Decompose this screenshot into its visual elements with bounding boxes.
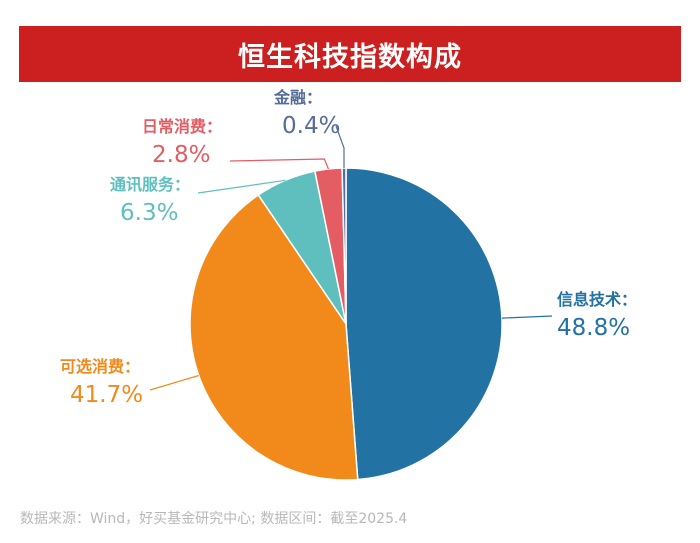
leader-line [149, 374, 199, 391]
slice-value: 41.7% [70, 382, 143, 408]
leader-line [335, 125, 345, 168]
leader-line [229, 158, 329, 170]
leader-line [197, 179, 286, 194]
pie-slice [189, 193, 359, 481]
leader-line [501, 315, 553, 319]
slice-label: 通讯服务： [110, 175, 190, 194]
slice-label: 信息技术： [557, 290, 637, 309]
pie-slice [345, 167, 503, 481]
source-note: 数据来源：Wind，好买基金研究中心; 数据区间：截至2025.4 [20, 511, 408, 527]
slice-value: 6.3% [120, 200, 178, 226]
slice-label: 日常消费： [142, 117, 222, 136]
slice-value: 48.8% [557, 315, 630, 341]
chart-title: 恒生科技指数构成 [238, 41, 462, 73]
slice-value: 0.4% [282, 113, 340, 139]
slice-label: 可选消费： [60, 357, 140, 376]
title-banner: 恒生科技指数构成 [19, 26, 681, 82]
slice-value: 2.8% [152, 142, 210, 168]
slice-label: 金融： [273, 88, 322, 107]
pie-slice [341, 167, 347, 325]
